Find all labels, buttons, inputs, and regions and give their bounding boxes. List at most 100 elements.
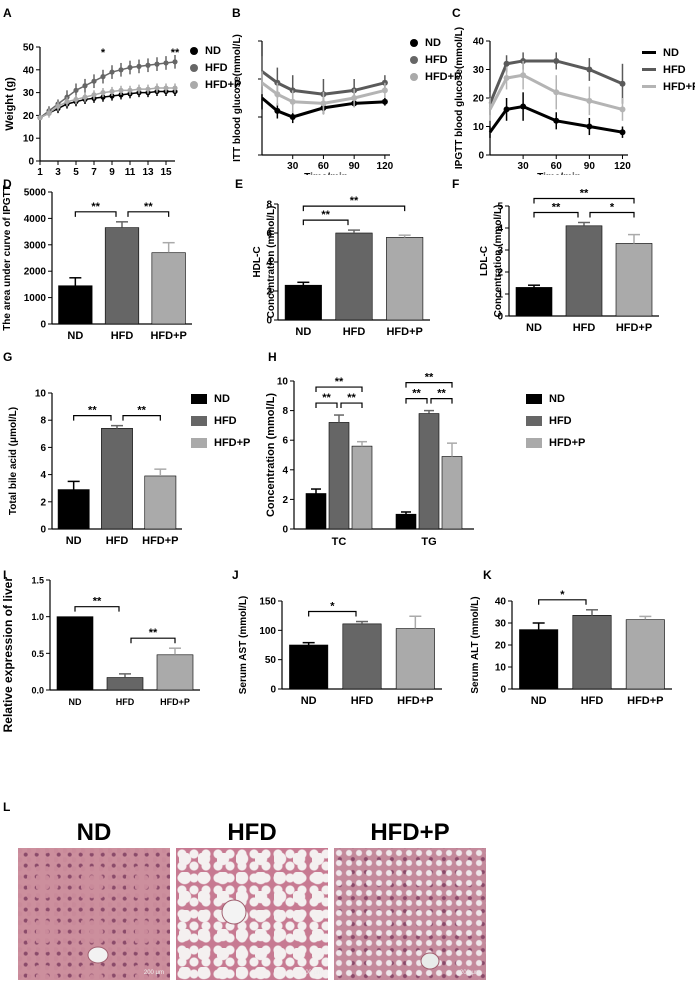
x-tick-label: HFD	[351, 695, 374, 707]
x-axis-label: Time/min	[304, 172, 348, 175]
significance-mark: **	[437, 388, 446, 400]
legend-dot-hfd	[190, 63, 198, 72]
data-point	[136, 86, 142, 92]
data-point	[46, 110, 52, 116]
y-tick-label: 0	[497, 312, 503, 323]
legend-label: HFD	[205, 61, 228, 74]
bar-hfd	[101, 428, 133, 530]
bar-tc-hfdpp	[351, 445, 373, 530]
chart-hdl: 0 2 4 6 8 ND HFD HFD+P HDL-C Concentration (mmol/…	[252, 195, 430, 338]
y-tick-label: 0.5	[31, 649, 44, 659]
x-tick-label: HFD+P	[150, 330, 186, 342]
legend-label: ND	[549, 393, 565, 405]
legend-label: HFD+P	[663, 80, 695, 93]
scale-bar: 200 μm	[301, 970, 322, 976]
x-tick-label: HFD+P	[160, 697, 190, 707]
bar-hfdpp	[144, 475, 177, 530]
chart-auc-ipgtt: 0 1000 2000 3000 4000 5000 ND HFD HFD+P The area …	[2, 185, 192, 342]
significance-mark: **	[149, 627, 158, 639]
bar-nd	[289, 644, 329, 690]
x-tick-label: 5	[73, 167, 79, 175]
scale-bar: 200 μm	[143, 970, 164, 976]
x-tick-label: ND	[66, 535, 82, 547]
series-line-nd	[261, 96, 385, 119]
panel-label-g: G	[3, 350, 13, 364]
series-line-hfd	[261, 70, 386, 96]
histo-title-nd: ND	[76, 819, 112, 846]
legend-label: ND	[205, 44, 221, 57]
x-tick-label: 1	[37, 167, 43, 175]
histology-svg-nd	[87, 946, 109, 964]
legend-item: ND	[410, 34, 461, 51]
panel-label-d: D	[3, 177, 12, 191]
central-vein	[420, 952, 440, 970]
x-tick-label: HFD+P	[386, 326, 422, 338]
y-tick-label: 10	[35, 389, 47, 400]
x-tick-label: 90	[349, 161, 361, 172]
data-point	[172, 59, 178, 65]
x-tick-label: 120	[377, 161, 394, 172]
y-tick-label: 40	[495, 597, 507, 608]
significance-bracket	[315, 402, 338, 409]
legend-c: ND HFD HFD+P	[642, 44, 695, 95]
series-line-hfdpp	[261, 81, 386, 105]
legend-item: HFD+P	[190, 76, 241, 93]
x-tick-label: 9	[109, 167, 115, 175]
bar-hfdpp	[615, 243, 653, 317]
legend-b: ND HFD HFD+P	[410, 34, 461, 85]
bar-hfd	[104, 227, 140, 325]
bar-tc-hfd	[328, 422, 350, 530]
x-tick-label: 15	[160, 167, 172, 175]
y-tick-label: 8	[282, 406, 288, 417]
data-point	[127, 64, 133, 71]
data-point	[109, 69, 115, 75]
x-tick-label: 3	[55, 167, 61, 175]
panel-label-h: H	[268, 350, 277, 364]
legend-item: HFD+P	[526, 432, 585, 454]
significance-bracket	[302, 205, 406, 212]
data-point	[619, 129, 626, 136]
y-tick-label: 0	[270, 685, 276, 696]
y-tick-label: 1.0	[31, 612, 44, 622]
legend-item: HFD	[191, 410, 250, 432]
significance-mark: **	[93, 596, 102, 608]
panel-label-c: C	[452, 6, 461, 20]
series-line-hfd	[39, 61, 176, 119]
legend-item: HFD	[642, 61, 695, 78]
data-point	[118, 87, 124, 93]
x-tick-label: 120	[614, 161, 631, 172]
y-tick-label: 10	[23, 134, 35, 145]
legend-dot-hfdp	[410, 72, 418, 81]
x-tick-label: ND	[526, 322, 542, 334]
x-tick-label: TC	[332, 536, 347, 548]
y-axis-label: Weight (g)	[4, 77, 16, 131]
y-axis-label-2: Concentration (mmol/L)	[493, 205, 504, 318]
series-line-nd	[39, 90, 175, 119]
significance-mark: *	[560, 589, 565, 601]
panel-label-j: J	[232, 568, 239, 582]
y-axis-label: ITT blood glucose(mmol/L)	[232, 34, 243, 162]
x-tick-label: 30	[287, 161, 299, 172]
legend-box-hfd	[526, 416, 542, 426]
bar-hfd	[565, 225, 603, 317]
y-tick-label: 50	[23, 43, 35, 54]
chart-ast: 0 50 100 150 ND HFD HFD+P Serum AST (mmol/L) *	[238, 596, 442, 707]
bar-hfdpp	[156, 654, 194, 691]
panel-label-b: B	[232, 6, 241, 20]
data-point	[320, 100, 327, 107]
panel-label-a: A	[3, 6, 12, 20]
legend-label: ND	[425, 36, 441, 49]
x-tick-label: HFD+P	[627, 695, 663, 707]
chart-sr-b1: 0.0 0.5 1.0 1.5 ND HFD HFD+P Relative expressio…	[1, 575, 200, 732]
significance-mark: **	[91, 201, 100, 213]
legend-item: HFD+P	[191, 432, 250, 454]
y-tick-label: 0	[478, 151, 484, 162]
data-point	[553, 117, 560, 124]
y-tick-label: 0	[28, 157, 34, 168]
data-point	[82, 94, 88, 100]
bar-tg-hfd	[418, 413, 440, 530]
data-point	[37, 115, 43, 121]
y-tick-label: 2	[266, 287, 272, 298]
bar-hfd	[342, 623, 382, 690]
data-point	[118, 67, 124, 73]
